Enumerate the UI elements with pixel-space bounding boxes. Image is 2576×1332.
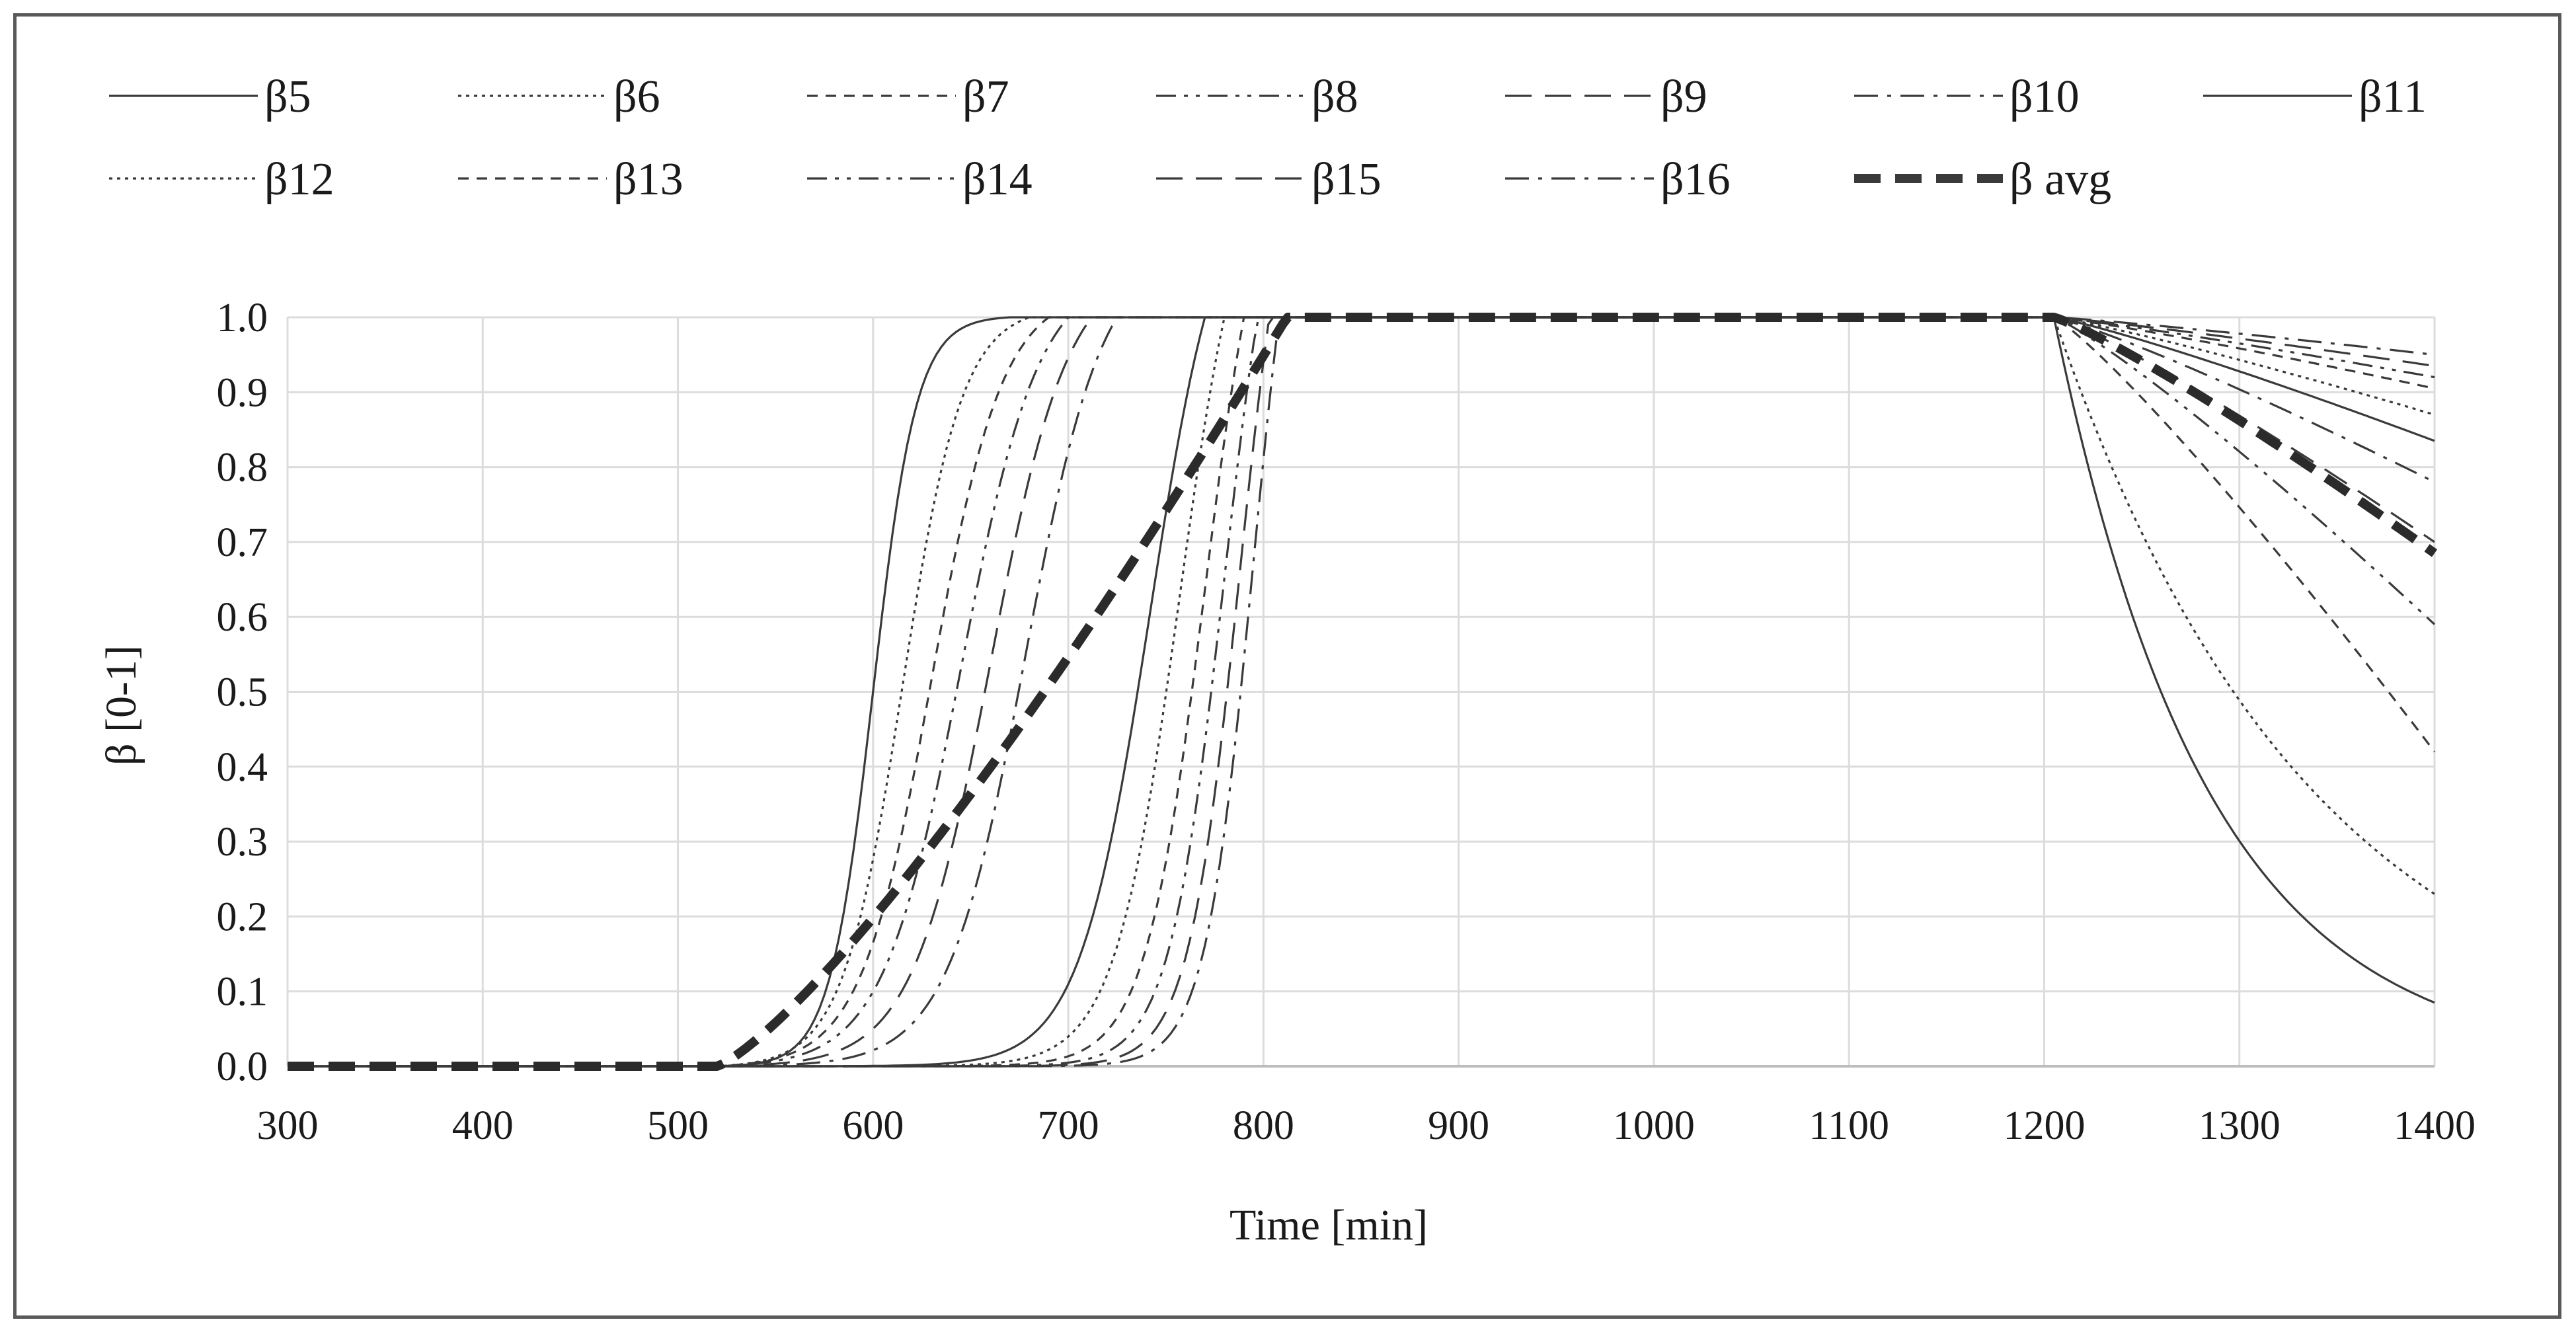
y-tick-label: 0.5 — [217, 670, 268, 715]
x-tick-label: 300 — [257, 1103, 319, 1148]
x-tick-label: 800 — [1233, 1103, 1294, 1148]
gridlines — [286, 316, 2436, 1068]
y-tick-label: 0.7 — [217, 520, 268, 565]
y-tick-label: 0.2 — [217, 894, 268, 939]
y-tick-label: 0.6 — [217, 595, 268, 640]
y-axis-title: β [0-1] — [97, 645, 145, 765]
y-tick-label: 0.3 — [217, 820, 268, 865]
legend-label: β14 — [962, 154, 1033, 205]
x-tick-label: 1000 — [1613, 1103, 1695, 1148]
x-tick-label: 900 — [1428, 1103, 1489, 1148]
x-tick-label: 1400 — [2394, 1103, 2476, 1148]
legend-label: β8 — [1311, 71, 1358, 122]
legend-label: β9 — [1660, 71, 1707, 122]
chart-svg: 300 400 500 600 700 800 900 1000 1100 1200 1300 140… — [97, 71, 2476, 1249]
legend-label: β11 — [2359, 71, 2427, 122]
chart-frame: 300 400 500 600 700 800 900 1000 1100 1200 1300 140… — [13, 13, 2561, 1319]
legend-label: β avg — [2010, 154, 2111, 205]
x-tick-label: 600 — [842, 1103, 904, 1148]
x-tick-label: 1300 — [2199, 1103, 2281, 1148]
legend: β5 β6 β7 β8 β9 β10 β11 β12 β13 β14 β15 β16 β avg — [109, 71, 2427, 205]
y-tick-label: 0.9 — [217, 370, 268, 415]
x-tick-label: 400 — [452, 1103, 514, 1148]
legend-label: β15 — [1311, 154, 1382, 205]
series-line-β-avg — [288, 313, 2438, 1071]
axes: 300 400 500 600 700 800 900 1000 1100 1200 1300 140… — [217, 295, 2476, 1148]
legend-label: β7 — [962, 71, 1009, 122]
x-tick-label: 500 — [647, 1103, 709, 1148]
legend-label: β12 — [264, 154, 334, 205]
y-tick-label: 0.1 — [217, 970, 268, 1015]
x-tick-label: 1100 — [1809, 1103, 1889, 1148]
x-tick-label: 700 — [1038, 1103, 1099, 1148]
legend-label: β13 — [613, 154, 683, 205]
legend-label: β10 — [2010, 71, 2080, 122]
legend-label: β5 — [264, 71, 311, 122]
series-lines — [288, 313, 2438, 1071]
legend-label: β6 — [613, 71, 660, 122]
x-axis-title: Time [min] — [1229, 1201, 1428, 1249]
y-tick-label: 0.4 — [217, 745, 268, 790]
y-tick-label: 1.0 — [217, 295, 268, 340]
y-tick-label: 0.8 — [217, 446, 268, 490]
x-tick-label: 1200 — [2003, 1103, 2085, 1148]
legend-label: β16 — [1660, 154, 1731, 205]
y-tick-label: 0.0 — [217, 1044, 268, 1089]
